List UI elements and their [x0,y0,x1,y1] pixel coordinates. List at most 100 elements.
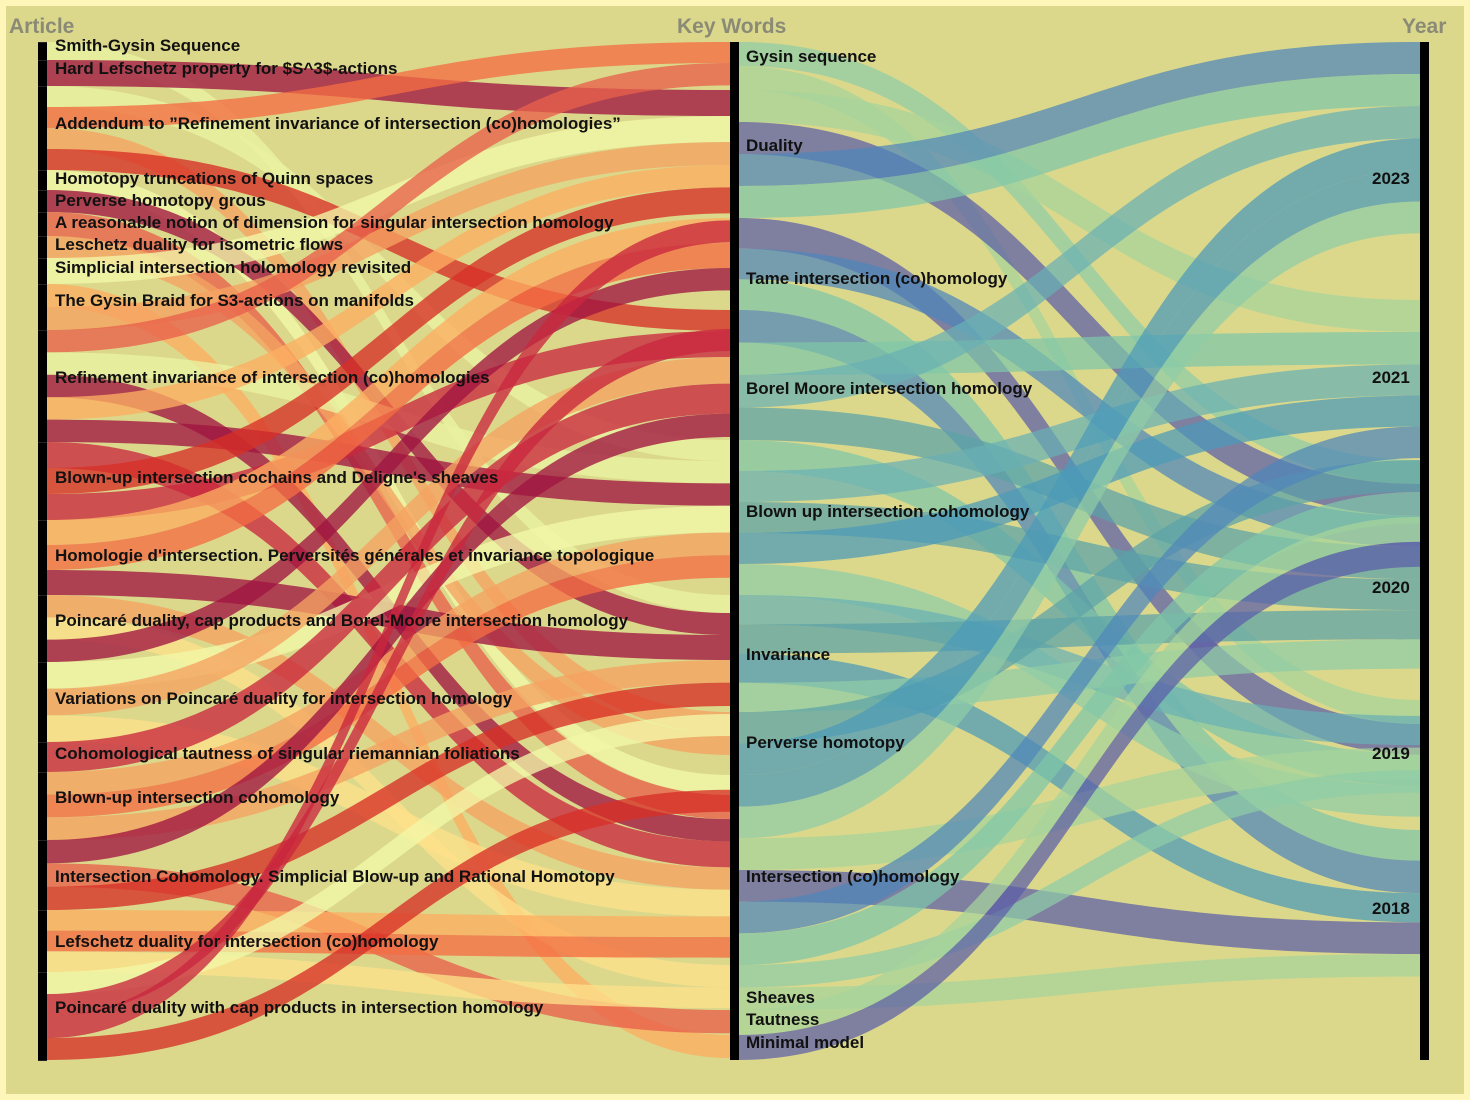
node-separator [38,910,47,911]
flow-ribbon [47,63,730,353]
year-label: 2021 [1372,368,1410,387]
flow-ribbon [47,660,730,840]
node-separator [38,840,47,841]
article-label: Intersection Cohomology. Simplicial Blow… [55,867,615,886]
keyword-label: Tame intersection (co)homology [746,269,1008,288]
flow-ribbon [47,505,730,689]
article-axis-bar [38,42,47,1060]
article-label: A reasonable notion of dimension for sin… [55,213,614,232]
flow-ribbon [739,248,1420,547]
flow-ribbon [47,86,730,461]
node-separator [38,595,47,596]
article-label: Hard Lefschetz property for $S^3$-action… [55,59,397,78]
flow-ribbon [739,491,1420,965]
article-label: Leschetz duality for isometric flows [55,235,343,254]
keyword-label: Blown up intersection cohomology [746,502,1030,521]
year-label: 2023 [1372,169,1410,188]
article-label: Variations on Poincaré duality for inter… [55,689,513,708]
node-separator [38,284,47,285]
article-label: The Gysin Braid for S3-actions on manifo… [55,291,414,310]
article-label: Poincaré duality, cap products and Borel… [55,611,629,630]
axis-bars [38,42,1429,1061]
article-label: Refinement invariance of intersection (c… [55,368,490,387]
flow-ribbon [47,715,730,917]
flow-ribbon [47,682,730,910]
article-label: Smith-Gysin Sequence [55,36,240,55]
node-separator [38,442,47,443]
flow-ribbon [47,331,730,520]
node-separator [38,772,47,773]
flow-ribbon [739,201,1420,839]
keyword-label: Minimal model [746,1033,864,1052]
flow-ribbon [47,243,730,570]
flow-ribbon [47,268,730,662]
flow-ribbon [739,74,1420,218]
keyword-label: Gysin sequence [746,47,876,66]
article-label: Simplicial intersection holomology revis… [55,258,411,277]
flow-ribbon [739,610,1420,654]
article-label: Poincaré duality with cap products in in… [55,998,544,1017]
year-label: 2020 [1372,578,1410,597]
keyword-label: Perverse homotopy [746,733,905,752]
flow-ribbon [47,383,730,772]
flow-ribbon [739,541,1420,1060]
flow-ribbon [739,138,1420,775]
article-label: Homotopy truncations of Quinn spaces [55,169,373,188]
flow-ribbon [47,170,730,795]
year-axis-bar [1420,42,1429,1060]
flow-ribbon [47,329,730,1016]
flow-ribbon [47,218,730,545]
article-label: Cohomological tautness of singular riema… [55,744,520,763]
flow-ribbon [739,426,1420,934]
flow-ribbon [47,42,730,613]
flow-ribbon [739,90,1420,332]
flow-ribbon [47,357,730,716]
article-label: Addendum to ”Refinement invariance of in… [55,114,621,133]
flow-ribbon [47,212,730,819]
article-label: Blown-up intersection cochains and Delig… [55,468,498,487]
flow-ribbon [47,570,730,660]
node-separator [38,190,47,191]
flow-ribbon [739,516,1420,1035]
flow-ribbon [739,460,1420,744]
node-separator [38,86,47,87]
node-separator [38,742,47,743]
node-separator [38,170,47,171]
flow-ribbon [47,42,730,128]
node-separator [38,60,47,61]
keywords-column-title: Key Words [677,15,786,38]
year-label: 2019 [1372,744,1410,763]
article-label: Homologie d'intersection. Perversités gé… [55,546,654,565]
keyword-axis-bar [730,42,739,1060]
keyword-label: Duality [746,136,803,155]
node-separator [38,42,47,43]
flow-ribbon [739,170,1420,807]
flow-ribbon [47,165,730,420]
keyword-label: Tautness [746,1010,819,1029]
flow-ribbon [47,142,730,330]
flow-ribbon [47,555,730,818]
keyword-label: Borel Moore intersection homology [746,379,1033,398]
node-separator [38,236,47,237]
article-label: Blown-up intersection cohomology [55,788,340,807]
flow-ribbon [739,42,1420,186]
year-column-title: Year [1402,15,1446,38]
flow-ribbon [739,364,1420,502]
node-separator [38,258,47,259]
article-label: Lefschetz duality for intersection (co)h… [55,932,439,951]
flow-ribbon [739,106,1420,408]
node-separator [38,520,47,521]
keyword-label: Sheaves [746,988,815,1007]
node-separator [38,972,47,973]
flow-ribbon [47,187,730,494]
flow-layer [47,42,1420,1060]
keyword-label: Intersection (co)homology [746,867,960,886]
node-separator [38,662,47,663]
node-labels: Smith-Gysin Sequence Hard Lefschetz prope… [55,36,1410,1052]
flow-ribbon [739,122,1420,516]
article-column-title: Article [9,15,74,38]
year-label: 2018 [1372,899,1410,918]
flow-ribbon [47,220,730,1039]
flow-ribbon [47,789,730,1060]
